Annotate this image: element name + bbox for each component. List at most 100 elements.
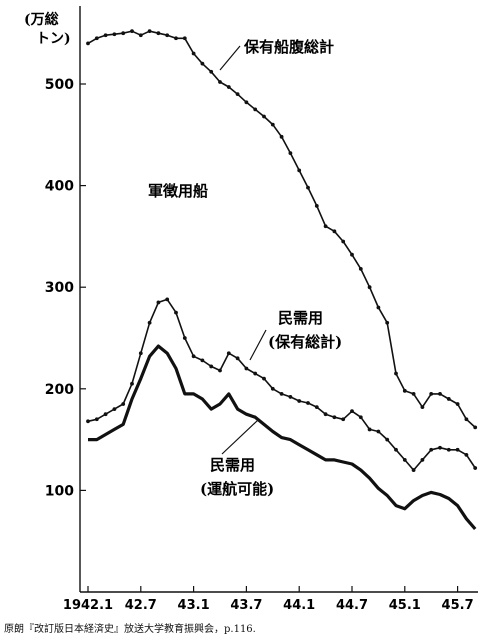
series-0-point bbox=[182, 36, 187, 41]
x-tick-label: 1942.1 bbox=[63, 598, 113, 613]
series-1-point bbox=[94, 417, 99, 422]
unit-label-line1: (万総 bbox=[24, 11, 59, 28]
series-1-point bbox=[121, 402, 126, 406]
series-1-point bbox=[244, 366, 249, 371]
series-1-point bbox=[138, 351, 143, 356]
series-1-point bbox=[420, 458, 425, 462]
series-1-point bbox=[385, 437, 390, 442]
x-tick-label: 44.7 bbox=[336, 598, 368, 613]
series-0-point bbox=[86, 41, 90, 46]
series-1-point bbox=[314, 405, 319, 409]
series-1-point bbox=[218, 368, 222, 373]
series-0-point bbox=[244, 100, 249, 105]
series-1-point bbox=[279, 391, 284, 396]
series-1-point bbox=[86, 419, 90, 424]
series-0-point bbox=[473, 425, 478, 430]
series-1-point bbox=[455, 447, 460, 452]
y-tick-label: 500 bbox=[45, 77, 74, 93]
x-tick-label: 45.1 bbox=[389, 598, 421, 613]
series-0-point bbox=[130, 29, 134, 34]
annotation-civil-op-1: 民需用 bbox=[210, 456, 255, 474]
series-0-point bbox=[402, 388, 407, 393]
series-0-point bbox=[323, 224, 328, 229]
series-1-point bbox=[209, 364, 214, 369]
series-1-point bbox=[130, 381, 134, 386]
series-layer bbox=[86, 29, 478, 531]
series-0-point bbox=[121, 31, 126, 36]
series-0-point bbox=[446, 397, 451, 401]
series-0-point bbox=[270, 122, 275, 127]
annotation-total: 保有船腹総計 bbox=[243, 38, 334, 56]
series-0-point bbox=[138, 33, 143, 38]
y-tick-label: 300 bbox=[45, 280, 74, 296]
series-1-point bbox=[191, 354, 196, 359]
series-0-point bbox=[314, 204, 319, 208]
series-0-point bbox=[174, 36, 178, 41]
series-1-point bbox=[253, 371, 258, 376]
series-1-point bbox=[376, 429, 381, 434]
series-1-point bbox=[270, 386, 275, 391]
series-1-point bbox=[429, 447, 434, 452]
series-1-point bbox=[262, 376, 266, 381]
series-0-point bbox=[94, 36, 99, 41]
series-0-point bbox=[341, 239, 346, 244]
series-1-point bbox=[438, 445, 442, 450]
series-0-point bbox=[420, 405, 425, 409]
axes bbox=[79, 6, 478, 593]
annotation-total-leader bbox=[219, 45, 241, 71]
series-0-point bbox=[112, 32, 117, 37]
series-0-point bbox=[288, 151, 293, 155]
series-0-point bbox=[376, 305, 381, 310]
y-tick-label: 400 bbox=[45, 179, 74, 195]
annotation-civil-op-2: (運航可能) bbox=[200, 480, 274, 498]
y-tick-label: 200 bbox=[45, 382, 74, 398]
annotation-civil-total-2: (保有総計) bbox=[268, 333, 342, 351]
series-0-point bbox=[103, 33, 108, 38]
series-1-point bbox=[288, 395, 293, 399]
series-0-point bbox=[200, 61, 205, 66]
series-1-point bbox=[147, 320, 152, 325]
series-1-point bbox=[367, 427, 372, 432]
series-1-point bbox=[358, 415, 363, 420]
series-1-point bbox=[200, 358, 205, 363]
series-0-point bbox=[394, 371, 398, 376]
y-tick-label: 100 bbox=[45, 483, 74, 499]
source-note: 原朗『改訂版日本経済史』放送大学教育振興会，p.116. bbox=[4, 624, 256, 635]
series-0-point bbox=[279, 134, 284, 139]
series-0-point bbox=[156, 31, 161, 36]
series-1-point bbox=[165, 297, 170, 302]
series-line-2 bbox=[88, 344, 477, 531]
series-1-point bbox=[156, 300, 161, 305]
series-1-point bbox=[235, 356, 240, 361]
series-1-point bbox=[464, 452, 469, 457]
series-1-point bbox=[226, 351, 231, 356]
x-axis-ticks: 1942.1 42.7 43.1 43.7 44.1 44.7 45.1 45.7 bbox=[63, 586, 474, 613]
series-0-point bbox=[191, 51, 196, 56]
series-0-point bbox=[464, 417, 469, 422]
x-tick-label: 43.7 bbox=[230, 598, 262, 613]
series-1-point bbox=[174, 310, 178, 315]
series-0-point bbox=[147, 29, 152, 34]
series-1-point bbox=[182, 336, 187, 340]
series-0-point bbox=[429, 391, 434, 396]
annotation-civil-op-leader bbox=[221, 419, 259, 455]
series-0-point bbox=[367, 285, 372, 290]
series-0-point bbox=[306, 185, 310, 190]
series-0-point bbox=[358, 267, 363, 271]
annotation-civil-total-1: 民需用 bbox=[278, 309, 323, 327]
series-0-point bbox=[438, 391, 442, 396]
y-axis-ticks: 100 200 300 400 500 bbox=[45, 77, 86, 499]
series-0-point bbox=[262, 114, 266, 119]
series-0-point bbox=[297, 168, 302, 173]
series-0-point bbox=[411, 391, 416, 396]
series-1-point bbox=[297, 399, 302, 403]
series-1-point bbox=[332, 415, 337, 420]
series-1-point bbox=[402, 458, 407, 462]
annotation-civil-total-leader bbox=[249, 329, 267, 361]
series-0-point bbox=[165, 33, 170, 38]
x-tick-label: 42.7 bbox=[125, 598, 157, 613]
annotation-military: 軍徴用船 bbox=[148, 182, 208, 200]
series-0-point bbox=[332, 229, 337, 234]
series-1-point bbox=[473, 466, 478, 470]
